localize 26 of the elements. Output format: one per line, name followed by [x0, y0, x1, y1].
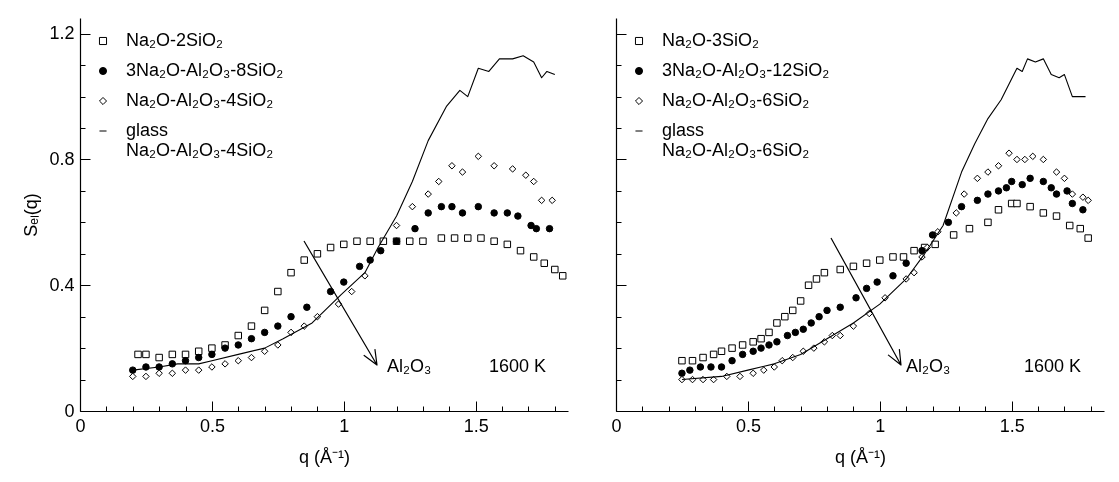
y-tick-label: 0.8: [49, 148, 75, 169]
legend-label: 3Na₂O-Al₂O₃-12SiO₂: [662, 60, 830, 80]
legend-label: 3Na₂O-Al₂O₃-8SiO₂: [126, 60, 284, 80]
y-tick-label: 1.2: [49, 23, 75, 44]
x-axis-title: q (Å⁻¹): [299, 446, 350, 467]
y-tick-label: 0.4: [49, 274, 75, 295]
legend-label: Na₂O-Al₂O₃-6SiO₂: [662, 90, 810, 110]
x-tick-label: 1: [339, 415, 350, 436]
x-tick-label: 1.5: [999, 415, 1025, 436]
legend-label: Na₂O-3SiO₂: [662, 30, 760, 50]
legend-label: Na₂O-Al₂O₃-4SiO₂: [126, 90, 274, 110]
annotation: Al₂O₃: [387, 356, 432, 376]
x-axis-title: q (Å⁻¹): [835, 446, 886, 467]
legend-label: Na₂O-2SiO₂: [126, 30, 224, 50]
y-axis-title: Sₑₗ(q): [21, 193, 42, 237]
x-tick-label: 1: [875, 415, 886, 436]
annotation: Al₂O₃: [906, 356, 951, 376]
legend-label: glass Na₂O-Al₂O₃-4SiO₂: [126, 120, 274, 160]
annotation: 1600 K: [488, 356, 546, 376]
x-tick-label: 1.5: [463, 415, 489, 436]
x-tick-label: 0.5: [199, 415, 225, 436]
legend-label: glass Na₂O-Al₂O₃-6SiO₂: [662, 120, 810, 160]
annotation: 1600 K: [1023, 356, 1081, 376]
x-tick-label: 0: [611, 415, 622, 436]
x-tick-label: 0.5: [735, 415, 761, 436]
y-tick-label: 0: [64, 400, 75, 421]
